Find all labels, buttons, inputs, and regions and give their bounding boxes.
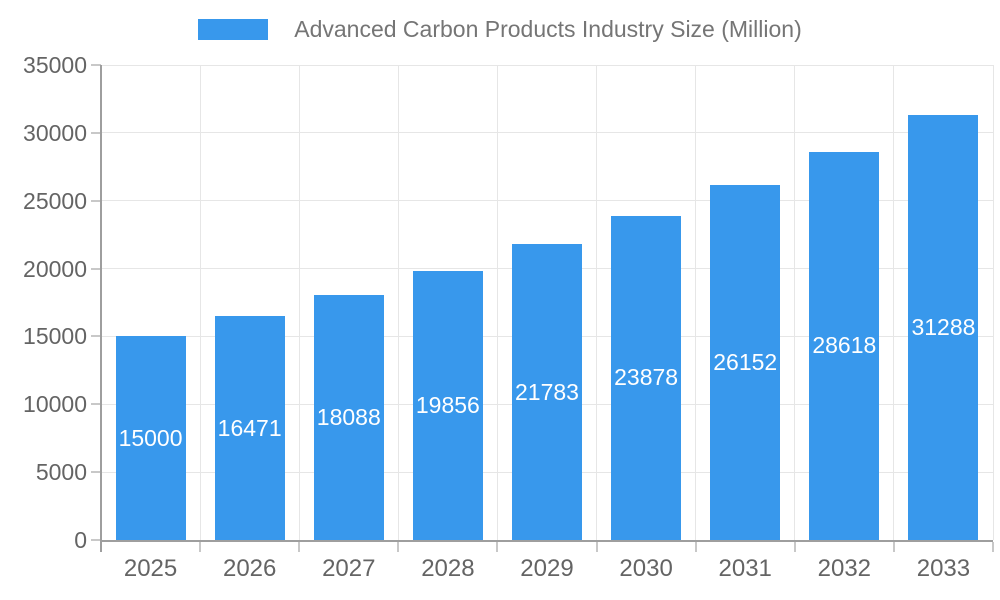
legend: Advanced Carbon Products Industry Size (… [0,16,1000,44]
bar[interactable]: 18088 [313,294,384,540]
y-tick-label: 25000 [23,187,87,214]
x-axis-tick [199,542,202,552]
y-axis-tick [91,403,101,406]
x-tick-label: 2028 [421,555,475,582]
bar[interactable]: 26152 [710,185,781,540]
x-tick-label: 2029 [520,555,574,582]
y-tick-label: 20000 [23,255,87,282]
x-tick-label: 2026 [222,555,277,582]
y-tick-label: 30000 [23,119,87,146]
bar-value-label: 31288 [911,314,976,341]
x-axis-tick [694,542,697,552]
bar[interactable]: 23878 [611,215,682,540]
y-gridline [101,64,993,66]
bar[interactable]: 15000 [115,336,186,540]
y-axis-tick [91,199,101,202]
y-gridline [101,200,993,202]
x-gridline [298,65,300,540]
x-gridline [397,65,399,540]
y-axis-tick [91,64,101,66]
bar-value-label: 16471 [217,414,282,441]
x-tick-label: 2031 [718,555,772,582]
bar[interactable]: 28618 [809,151,880,540]
y-tick-label: 35000 [23,52,87,78]
bar-value-label: 21783 [515,378,579,405]
bar[interactable]: 31288 [908,115,979,540]
bar-value-label: 28618 [812,332,877,359]
x-tick-label: 2027 [322,555,376,582]
bar[interactable]: 21783 [512,244,582,540]
y-tick-label: 10000 [23,391,87,418]
bar-value-label: 26152 [713,349,778,376]
x-gridline [596,65,598,540]
y-axis-tick [91,335,101,338]
x-tick-label: 2025 [123,555,178,582]
x-axis-tick [298,542,301,552]
bar-value-label: 18088 [316,403,381,430]
x-gridline [893,65,895,540]
bar[interactable]: 16471 [214,316,285,540]
legend-label: Advanced Carbon Products Industry Size (… [294,16,802,42]
x-axis-tick [397,542,400,552]
x-axis-tick [496,542,499,552]
legend-swatch[interactable] [198,19,269,41]
x-gridline [992,65,994,540]
bar[interactable]: 19856 [412,270,483,540]
y-axis-line [100,65,102,552]
y-axis-tick [91,539,101,541]
y-tick-label: 15000 [23,323,87,350]
y-axis-tick [91,267,101,270]
x-axis-tick [793,542,796,552]
x-gridline [199,65,201,540]
x-tick-label: 2033 [916,555,971,582]
x-gridline [695,65,697,540]
x-axis-line [101,540,993,542]
x-tick-label: 2032 [817,555,872,582]
x-axis-tick [892,542,895,552]
x-gridline [794,65,796,540]
x-axis-tick [595,542,598,552]
x-gridline [496,65,498,540]
y-tick-label: 5000 [35,459,87,486]
bar-value-label: 19856 [415,391,480,418]
y-gridline [101,132,993,134]
x-axis-tick [992,542,994,552]
y-axis-tick [91,131,101,134]
x-tick-label: 2030 [619,555,673,582]
bar-value-label: 15000 [118,424,183,451]
y-tick-label: 0 [74,527,87,553]
bar-value-label: 23878 [614,364,679,391]
y-axis-tick [91,471,101,474]
